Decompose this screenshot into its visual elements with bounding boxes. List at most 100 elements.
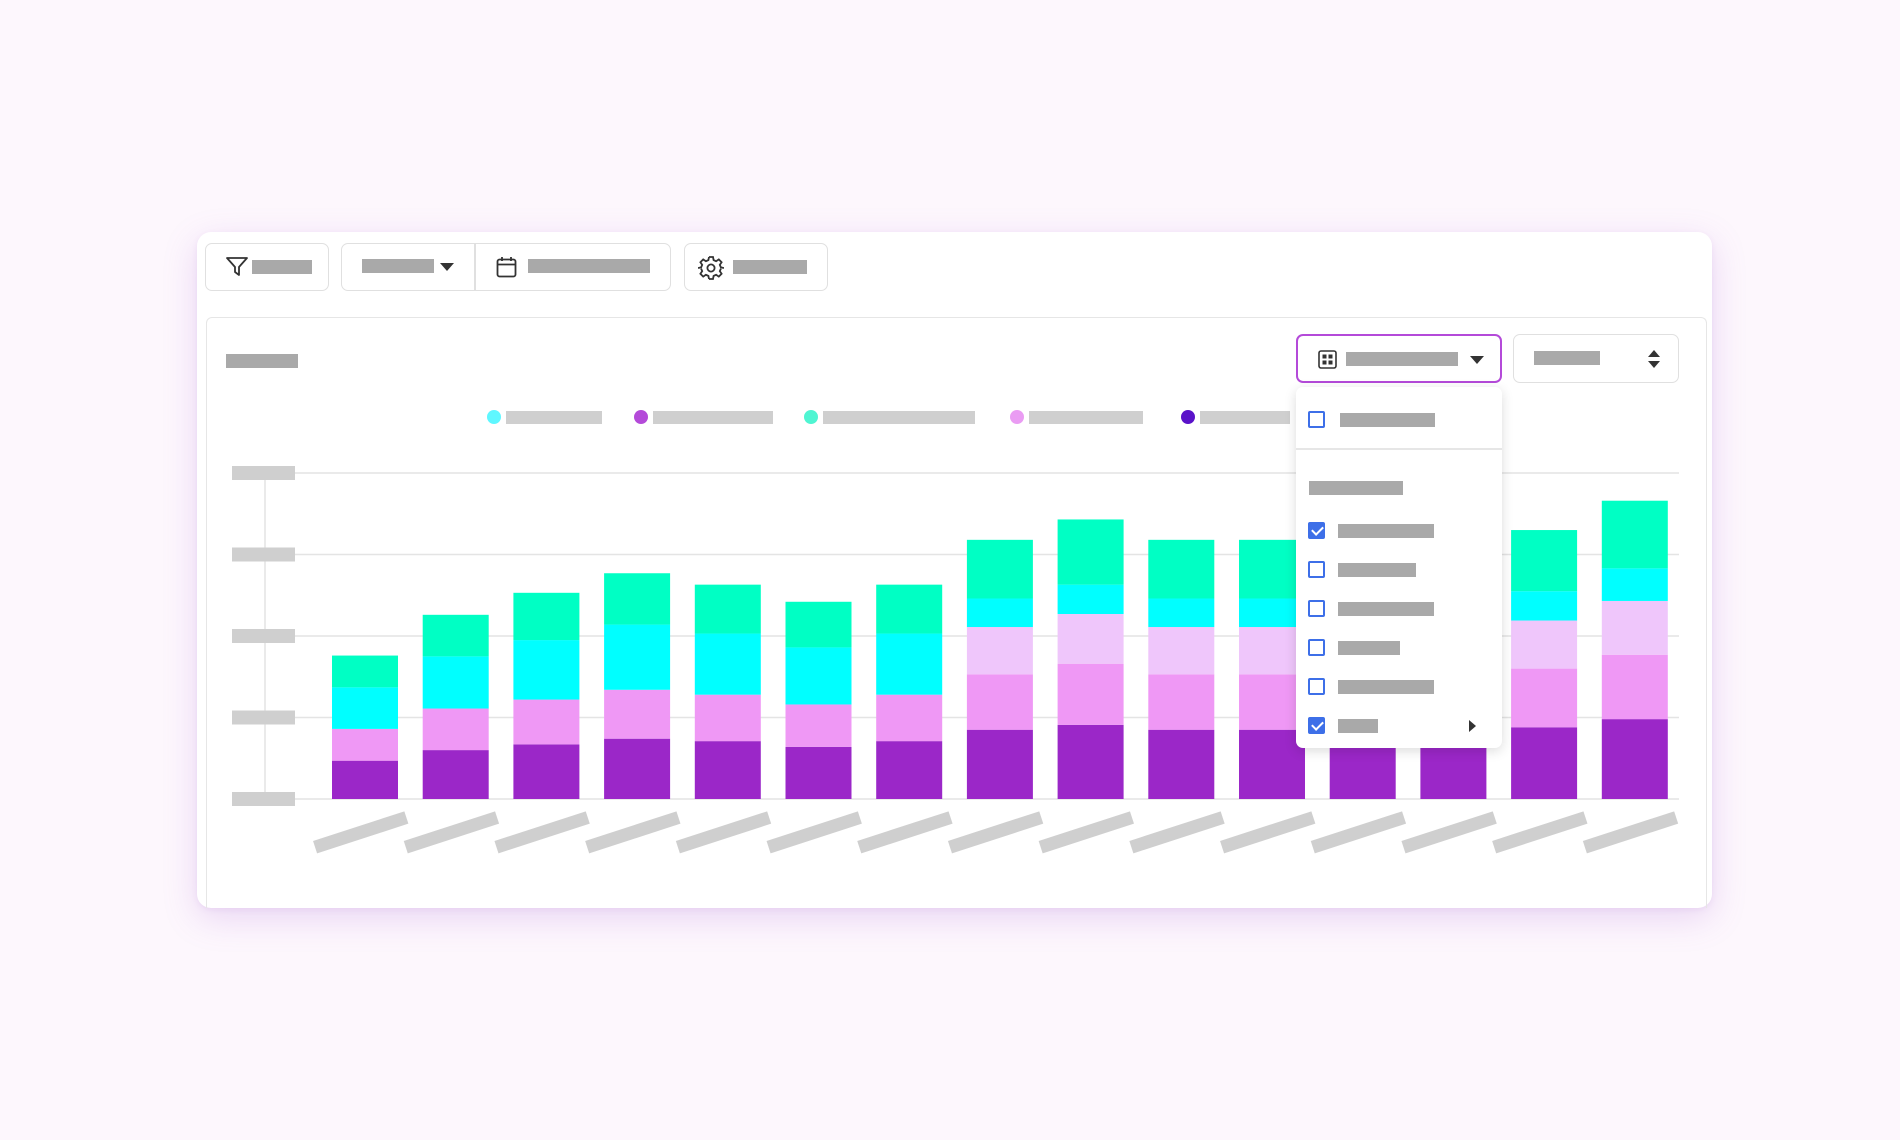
checkbox-checked[interactable] [1308,717,1325,734]
filter-button[interactable] [205,243,329,291]
bar-segment[interactable] [1239,729,1305,799]
dropdown-top-option[interactable] [1296,387,1502,449]
bar-stack[interactable] [513,592,580,799]
bar-segment[interactable] [1601,600,1668,655]
bar-segment[interactable] [785,746,852,799]
checkbox[interactable] [1308,411,1325,428]
bar-segment[interactable] [1239,627,1305,675]
bar-segment[interactable] [1601,568,1668,601]
date-range-picker[interactable] [476,243,671,291]
legend-item[interactable] [634,410,773,424]
bar-segment[interactable] [604,624,671,690]
checkbox[interactable] [1308,639,1325,656]
view-select[interactable] [1296,334,1502,383]
bar-segment[interactable] [785,647,852,705]
bar-segment[interactable] [1511,620,1578,669]
bar-stack[interactable] [422,614,489,799]
bar-stack[interactable] [966,539,1033,799]
dropdown-option[interactable] [1296,555,1502,585]
bar-segment[interactable] [785,601,852,648]
bar-stack[interactable] [1511,530,1578,799]
bar-segment[interactable] [1601,719,1668,799]
bar-segment[interactable] [1239,598,1305,628]
bar-segment[interactable] [1148,598,1215,628]
bar-segment[interactable] [513,744,580,799]
legend-item[interactable] [1181,410,1290,424]
checkbox-checked[interactable] [1308,522,1325,539]
dropdown-option[interactable] [1296,711,1502,741]
bar-segment[interactable] [1057,724,1124,799]
bar-stack[interactable] [1148,539,1215,799]
bar-stack[interactable] [332,655,398,799]
group-select[interactable] [342,243,474,291]
bar-segment[interactable] [422,614,489,657]
legend-item[interactable] [487,410,602,424]
bar-stack[interactable] [694,584,761,799]
bar-segment[interactable] [876,694,943,742]
bar-segment[interactable] [1511,530,1578,592]
bar-segment[interactable] [1057,519,1124,585]
bar-stack[interactable] [604,573,671,799]
legend-item[interactable] [804,410,975,424]
dropdown-option[interactable] [1296,594,1502,624]
bar-segment[interactable] [422,708,489,751]
bar-segment[interactable] [966,627,1033,675]
bar-segment[interactable] [785,704,852,747]
bar-segment[interactable] [332,655,398,688]
bar-segment[interactable] [1057,613,1124,664]
bar-segment[interactable] [1511,668,1578,728]
bar-segment[interactable] [513,699,580,745]
bar-segment[interactable] [1511,591,1578,621]
bar-segment[interactable] [876,584,943,634]
bar-segment[interactable] [1511,727,1578,799]
bar-segment[interactable] [966,598,1033,628]
bar-segment[interactable] [694,633,761,695]
bar-segment[interactable] [1239,674,1305,730]
bar-segment[interactable] [604,738,671,799]
sort-select[interactable] [1513,334,1679,383]
bar-segment[interactable] [1601,500,1668,569]
bar-segment[interactable] [966,674,1033,730]
bar-segment[interactable] [1057,584,1124,614]
legend-item[interactable] [1010,410,1143,424]
bar-stack[interactable] [1239,539,1305,799]
bar-segment[interactable] [876,633,943,695]
bar-stack[interactable] [785,601,852,799]
chart-legend [487,410,1290,424]
bar-segment[interactable] [1148,539,1215,599]
bar-segment[interactable] [694,741,761,799]
view-select-label [1346,352,1458,366]
bar-segment[interactable] [422,750,489,799]
bar-segment[interactable] [966,539,1033,599]
dropdown-option[interactable] [1296,672,1502,702]
bar-segment[interactable] [604,573,671,625]
bar-segment[interactable] [604,689,671,739]
checkbox[interactable] [1308,561,1325,578]
settings-button[interactable] [684,243,828,291]
bar-stack[interactable] [876,584,943,799]
bar-segment[interactable] [513,640,580,700]
bar-segment[interactable] [1057,663,1124,725]
bar-segment[interactable] [966,729,1033,799]
bar-segment[interactable] [513,592,580,641]
bar-segment[interactable] [1601,654,1668,720]
bar-segment[interactable] [332,760,398,799]
checkbox[interactable] [1308,678,1325,695]
bar-segment[interactable] [694,584,761,634]
dropdown-option[interactable] [1296,633,1502,663]
bar-stack[interactable] [1601,500,1668,799]
dropdown-option[interactable] [1296,516,1502,546]
bar-segment[interactable] [332,687,398,729]
bar-segment[interactable] [1148,627,1215,675]
checkbox[interactable] [1308,600,1325,617]
bar-segment[interactable] [1148,674,1215,730]
bar-stack[interactable] [1057,519,1124,799]
bar-segment[interactable] [876,741,943,799]
y-tick-label [232,629,295,643]
bar-segment[interactable] [422,656,489,709]
bar-segment[interactable] [332,728,398,761]
bar-segment[interactable] [1239,539,1305,599]
gear-icon [698,256,724,280]
bar-segment[interactable] [1148,729,1215,799]
bar-segment[interactable] [694,694,761,742]
